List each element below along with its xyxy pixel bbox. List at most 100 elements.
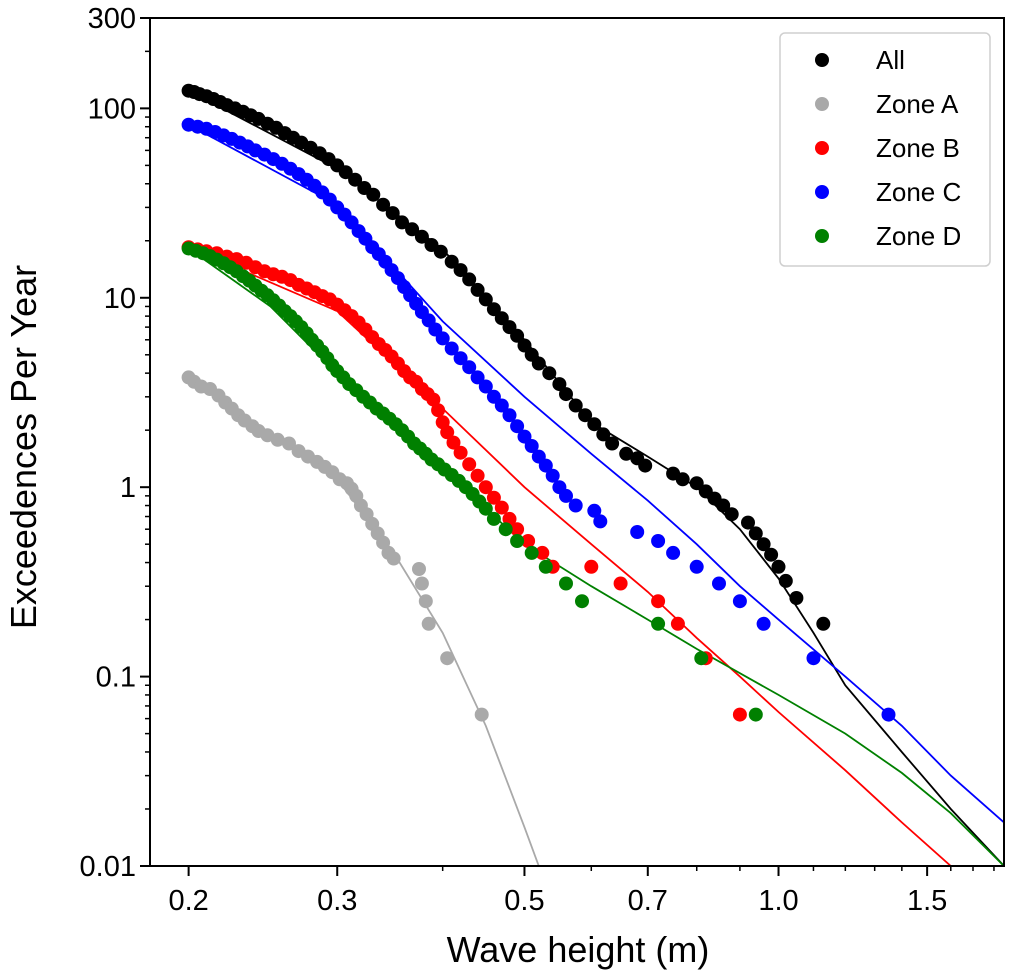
legend-label: Zone C — [876, 177, 961, 207]
legend-label: Zone B — [876, 133, 960, 163]
y-tick-label: 100 — [88, 93, 136, 125]
data-point-all — [338, 165, 353, 180]
data-point-all — [638, 458, 653, 473]
data-point-zone-d — [651, 616, 666, 631]
data-point-zone-a — [376, 535, 391, 550]
data-point-zone-c — [453, 351, 468, 366]
axes: 0.2 0.3 0.5 0.7 1.0 1.5 0.01 0.1 1 10 100 300 — [80, 3, 1005, 917]
data-point-zone-c — [538, 458, 553, 473]
data-point-zone-a — [412, 562, 426, 576]
plot-frame — [149, 17, 1005, 867]
data-point-zone-c — [732, 594, 747, 609]
data-point-all — [578, 408, 593, 423]
data-point-all — [414, 229, 429, 244]
data-point-all — [510, 328, 525, 343]
series-zone-a — [181, 370, 489, 722]
data-point-zone-c — [712, 576, 726, 591]
data-point-all — [395, 215, 409, 230]
fit-line-zone-c — [188, 123, 1004, 824]
data-point-all — [587, 417, 602, 432]
legend-box — [779, 32, 991, 267]
data-point-all — [385, 206, 400, 221]
legend: All Zone A Zone B Zone C Zone D — [779, 32, 991, 267]
data-point-zone-c — [568, 498, 583, 513]
data-point-zone-a — [440, 651, 455, 666]
data-point-zone-b — [670, 616, 685, 631]
data-point-zone-a — [270, 432, 285, 447]
data-point-all — [444, 254, 459, 269]
legend-marker — [815, 53, 829, 67]
x-axis-title: Wave height (m) — [447, 929, 710, 970]
data-point-all — [348, 172, 363, 187]
data-point-all — [724, 507, 739, 522]
data-point-zone-b — [651, 594, 666, 609]
data-point-all — [689, 476, 704, 491]
data-point-all — [462, 272, 477, 287]
data-point-all — [531, 356, 546, 371]
data-point-zone-b — [486, 490, 501, 505]
data-point-all — [764, 547, 779, 562]
data-point-all — [716, 498, 731, 513]
data-point-zone-b — [446, 435, 461, 450]
data-point-zone-b — [510, 522, 525, 537]
data-point-zone-d — [510, 534, 525, 548]
data-point-zone-d — [478, 501, 493, 516]
data-point-zone-b — [426, 392, 441, 407]
data-point-all — [789, 591, 804, 605]
data-point-zone-c — [630, 525, 645, 539]
data-point-zone-b — [453, 445, 468, 460]
y-axis-title: Exceedences Per Year — [3, 265, 44, 629]
plot-area — [181, 83, 1004, 866]
data-point-zone-a — [421, 616, 436, 631]
legend-marker — [815, 97, 829, 111]
data-point-zone-d — [538, 559, 553, 574]
x-tick-label: 0.5 — [504, 885, 544, 917]
x-tick-label: 0.7 — [628, 885, 668, 917]
data-point-all — [453, 263, 468, 278]
series-zone-d — [181, 241, 763, 722]
data-point-zone-c — [444, 341, 459, 356]
data-point-zone-a — [282, 436, 296, 451]
data-point-zone-b — [521, 534, 536, 548]
data-point-all — [376, 197, 391, 212]
data-point-all — [605, 436, 620, 451]
x-tick-label: 0.3 — [317, 885, 357, 917]
data-point-zone-a — [418, 594, 433, 609]
data-point-all — [486, 302, 501, 317]
legend-label: Zone D — [876, 221, 961, 251]
data-point-all — [559, 387, 573, 402]
data-point-zone-b — [535, 545, 550, 560]
data-point-zone-d — [575, 594, 589, 609]
data-point-zone-d — [694, 651, 709, 666]
legend-label: Zone A — [876, 89, 959, 119]
data-point-zone-c — [470, 370, 485, 385]
data-point-zone-b — [613, 576, 628, 591]
y-tick-label: 10 — [104, 283, 136, 315]
series-zone-b — [181, 240, 747, 722]
data-point-zone-c — [524, 439, 539, 453]
data-point-all — [675, 472, 690, 487]
data-point-zone-c — [462, 360, 477, 375]
data-point-zone-a — [386, 551, 401, 566]
legend-label: All — [876, 45, 905, 75]
data-point-zone-c — [502, 408, 517, 423]
data-point-all — [596, 427, 611, 442]
data-point-zone-d — [498, 522, 513, 537]
data-point-zone-c — [593, 514, 608, 529]
data-point-zone-c — [666, 545, 681, 560]
data-point-all — [816, 616, 831, 631]
legend-marker — [815, 141, 829, 155]
y-tick-label: 300 — [88, 3, 136, 35]
data-point-zone-b — [584, 559, 599, 574]
data-point-zone-c — [545, 468, 560, 483]
data-point-zone-c — [435, 331, 450, 346]
data-point-zone-c — [587, 503, 602, 518]
data-point-all — [619, 446, 634, 461]
data-point-zone-c — [494, 398, 509, 413]
data-point-all — [405, 222, 420, 237]
y-tick-label: 1 — [120, 472, 136, 504]
data-point-all — [366, 187, 381, 202]
data-point-zone-b — [440, 425, 455, 440]
series-zone-c — [181, 117, 896, 722]
